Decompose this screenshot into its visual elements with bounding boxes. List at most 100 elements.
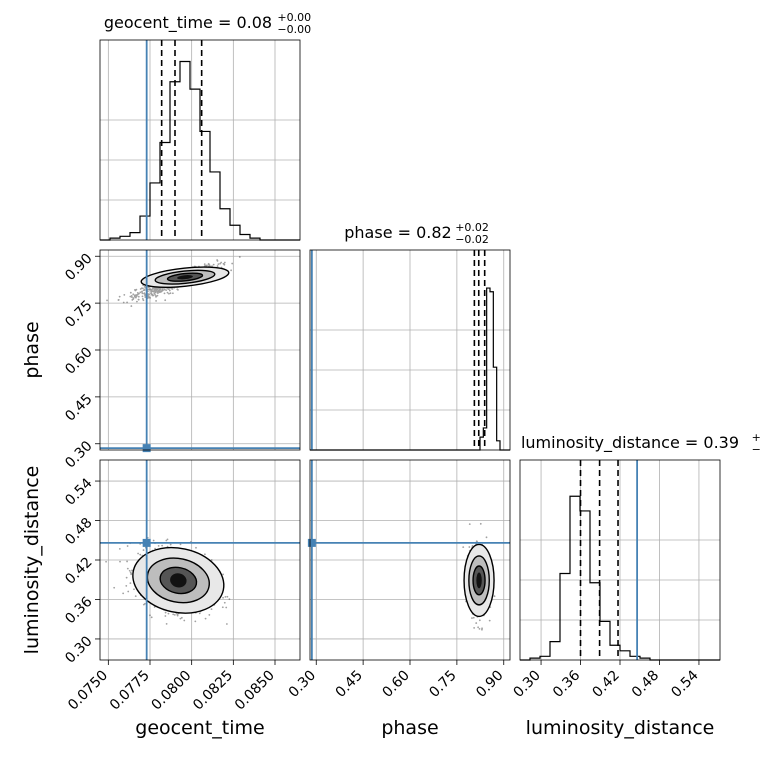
sample-point: [134, 294, 136, 297]
sample-point: [164, 615, 167, 617]
axis-label-x-geocent_time: geocent_time: [135, 717, 264, 739]
sample-point: [127, 590, 130, 593]
sample-point: [136, 293, 139, 296]
sample-point: [119, 560, 121, 563]
sample-point: [238, 256, 241, 258]
truth-marker: [142, 538, 151, 547]
sample-point: [205, 264, 208, 267]
sample-point: [149, 297, 151, 299]
sample-point: [150, 290, 153, 293]
sample-point: [141, 292, 144, 295]
sample-point: [154, 290, 156, 293]
sample-point: [153, 287, 155, 290]
sample-point: [478, 627, 481, 630]
sample-point: [231, 262, 234, 265]
axis-label-y-luminosity_distance: luminosity_distance: [21, 466, 43, 655]
sample-point: [471, 617, 473, 619]
sample-point: [161, 288, 164, 291]
sample-point: [163, 292, 166, 295]
sample-point: [133, 295, 136, 298]
sample-point: [167, 612, 170, 615]
sample-point: [169, 292, 172, 295]
sample-point: [149, 614, 151, 617]
title-plus-phase: +0.02: [455, 221, 489, 234]
sample-point: [212, 263, 215, 266]
title-minus-phase: −0.02: [455, 233, 489, 246]
sample-point: [134, 288, 136, 291]
sample-point: [211, 265, 213, 268]
tick-label-x: 0.45: [333, 668, 366, 701]
sample-point: [203, 263, 206, 266]
sample-point: [144, 293, 146, 296]
sample-point: [106, 299, 108, 302]
sample-point: [180, 616, 183, 619]
sample-point: [154, 547, 157, 550]
sample-point: [143, 288, 146, 291]
sample-point: [221, 606, 224, 609]
sample-point: [144, 602, 146, 605]
sample-point: [153, 292, 156, 295]
tick-label-y: 0.30: [62, 633, 95, 666]
truth-marker: [142, 444, 151, 453]
tick-label-y: 0.75: [62, 297, 95, 330]
sample-point: [485, 536, 488, 539]
sample-point: [473, 627, 476, 629]
sample-point: [142, 549, 145, 551]
sample-point: [157, 544, 160, 547]
sample-point: [223, 262, 225, 265]
sample-point: [172, 613, 175, 616]
sample-point: [225, 623, 228, 625]
sample-point: [160, 290, 162, 293]
sample-point: [117, 299, 120, 301]
sample-point: [113, 586, 116, 589]
sample-point: [222, 573, 224, 576]
tick-label-x: 0.75: [426, 668, 459, 701]
density-peak: [177, 275, 193, 280]
sample-point: [142, 299, 145, 302]
sample-point: [462, 546, 465, 549]
sample-point: [165, 622, 168, 625]
title-luminosity_distance: luminosity_distance = 0.39: [521, 433, 739, 453]
sample-point: [468, 546, 471, 548]
sample-point: [216, 259, 219, 261]
histogram-geocent_time: [100, 60, 300, 241]
sample-point: [139, 553, 142, 556]
sample-point: [168, 289, 171, 292]
sample-point: [216, 265, 219, 267]
sample-point: [125, 576, 128, 579]
sample-point: [131, 569, 133, 572]
sample-point: [155, 289, 157, 292]
sample-point: [220, 261, 223, 264]
sample-point: [210, 559, 213, 561]
sample-point: [479, 522, 482, 525]
sample-point: [152, 539, 155, 542]
sample-point: [203, 553, 206, 556]
sample-point: [194, 620, 197, 623]
sample-point: [198, 612, 201, 615]
sample-point: [129, 582, 132, 585]
sample-point: [126, 560, 128, 563]
sample-point: [118, 295, 121, 298]
sample-point: [144, 285, 146, 288]
sample-point: [136, 292, 139, 294]
tick-label-x: 0.30: [286, 668, 319, 701]
sample-point: [139, 291, 142, 294]
sample-point: [144, 294, 147, 297]
axis-label-y-phase: phase: [21, 321, 43, 378]
sample-point: [493, 595, 496, 598]
sample-point: [133, 588, 135, 591]
sample-point: [155, 295, 157, 298]
tick-label-x: 0.48: [629, 668, 662, 701]
sample-point: [210, 608, 213, 611]
axis-label-x-luminosity_distance: luminosity_distance: [526, 717, 715, 739]
tick-label-x: 0.36: [550, 667, 583, 700]
tick-label-x: 0.30: [511, 668, 544, 701]
sample-point: [137, 552, 139, 555]
sample-point: [158, 287, 161, 290]
sample-point: [130, 295, 133, 297]
sample-point: [173, 613, 176, 616]
title-plus-geocent_time: +0.00: [277, 11, 311, 24]
sample-point: [228, 598, 231, 601]
sample-point: [468, 523, 471, 526]
